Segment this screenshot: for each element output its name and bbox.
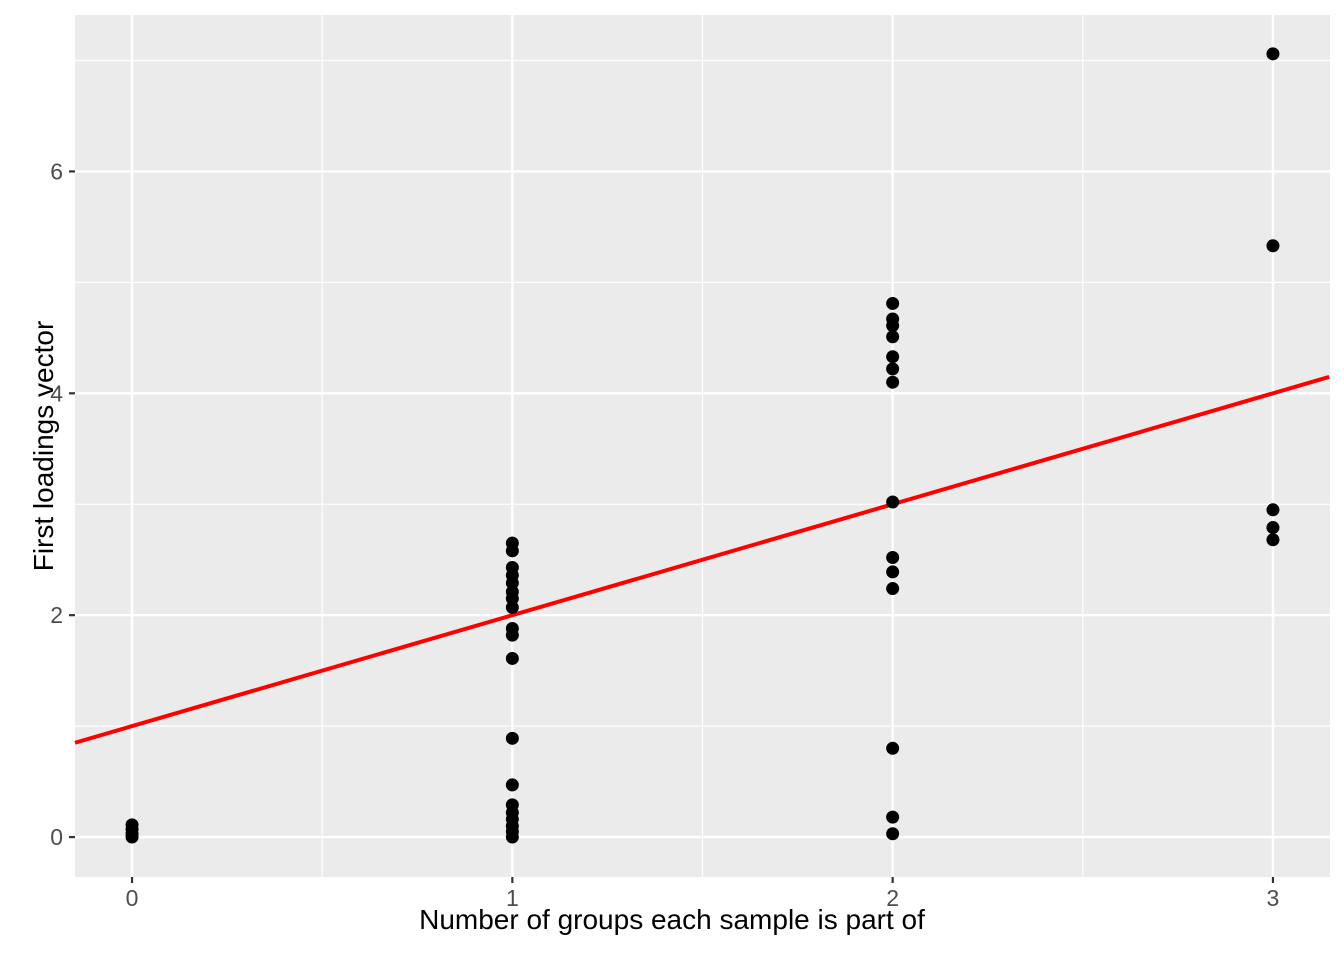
data-point (505, 600, 519, 614)
data-point (505, 651, 519, 665)
data-point (505, 628, 519, 642)
data-point (1266, 533, 1280, 547)
data-point (886, 362, 900, 376)
data-point (886, 565, 900, 579)
data-point (886, 296, 900, 310)
data-point (505, 731, 519, 745)
y-axis-tick-label: 2 (50, 602, 63, 628)
data-point (886, 330, 900, 344)
x-axis-tick-label: 0 (126, 885, 139, 911)
data-point (505, 830, 519, 844)
x-axis-tick-label: 1 (506, 885, 519, 911)
data-point (886, 810, 900, 824)
data-point (1266, 47, 1280, 61)
x-axis-tick-label: 2 (886, 885, 899, 911)
data-point (1266, 239, 1280, 253)
data-point (886, 495, 900, 509)
data-point (1266, 503, 1280, 517)
regression-line (74, 374, 1330, 745)
y-axis-tick-label: 6 (50, 158, 63, 184)
data-point (505, 544, 519, 558)
data-point (886, 350, 900, 364)
data-point (886, 741, 900, 755)
y-axis-tick-label: 4 (50, 380, 63, 406)
y-axis-tick-label: 0 (50, 824, 63, 850)
data-point (886, 319, 900, 333)
data-point (886, 550, 900, 564)
data-point (505, 778, 519, 792)
y-axis-title: First loadings vector (28, 320, 59, 572)
data-point (1266, 521, 1280, 535)
data-point (886, 582, 900, 596)
x-axis-title: Number of groups each sample is part of (419, 904, 925, 935)
data-point (886, 375, 900, 389)
data-point (886, 827, 900, 841)
x-axis-tick-label: 3 (1267, 885, 1280, 911)
data-point (125, 830, 139, 844)
